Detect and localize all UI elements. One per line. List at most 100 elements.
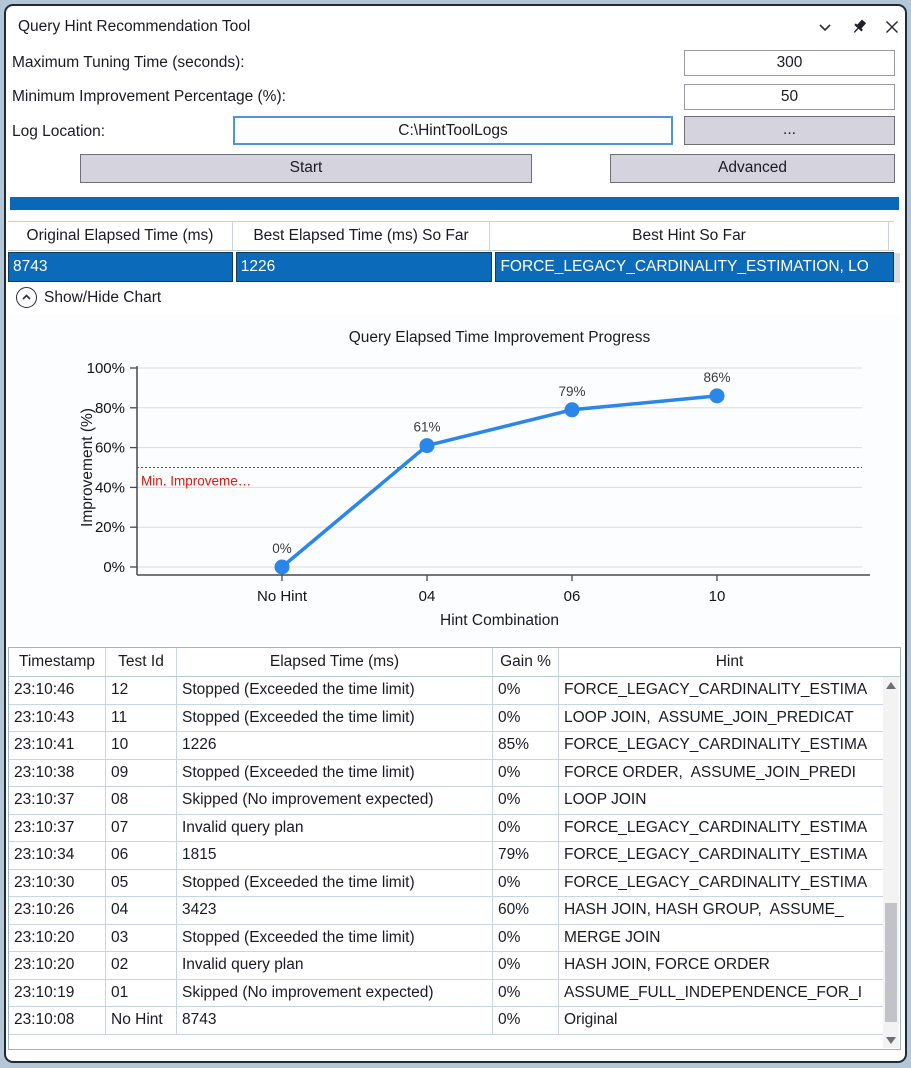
log-cell[interactable]: 23:10:46: [9, 677, 106, 704]
log-cell[interactable]: 8743: [177, 1007, 493, 1034]
log-cell[interactable]: HASH JOIN, HASH GROUP, ASSUME_: [564, 901, 844, 918]
summary-grid-selected-row[interactable]: 8743 1226 FORCE_LEGACY_CARDINALITY_ESTIMAT…: [8, 251, 894, 282]
log-cell[interactable]: 03: [106, 924, 177, 951]
log-cell[interactable]: 09: [106, 759, 177, 786]
start-button[interactable]: Start: [80, 154, 532, 183]
log-cell[interactable]: Stopped (Exceeded the time limit): [177, 924, 493, 951]
log-cell[interactable]: 02: [106, 952, 177, 979]
log-cell[interactable]: Stopped (Exceeded the time limit): [177, 869, 493, 896]
log-cell[interactable]: Skipped (No improvement expected): [177, 979, 493, 1006]
log-cell[interactable]: Invalid query plan: [177, 952, 493, 979]
log-cell[interactable]: 0%: [493, 677, 559, 704]
log-header-cell[interactable]: Timestamp: [9, 648, 106, 676]
log-table-row[interactable]: 23:10:38 09 Stopped (Exceeded the time lim…: [9, 759, 884, 787]
log-cell[interactable]: No Hint: [106, 1007, 177, 1034]
log-table-row[interactable]: 23:10:30 05 Stopped (Exceeded the time lim…: [9, 869, 884, 897]
log-cell[interactable]: 23:10:30: [9, 869, 106, 896]
log-cell[interactable]: Stopped (Exceeded the time limit): [177, 759, 493, 786]
log-cell[interactable]: 3423: [177, 897, 493, 924]
log-cell[interactable]: LOOP JOIN, ASSUME_JOIN_PREDICAT: [564, 708, 854, 726]
log-cell[interactable]: 08: [106, 787, 177, 814]
scroll-down-button[interactable]: [883, 1032, 899, 1048]
log-cell[interactable]: 05: [106, 869, 177, 896]
log-cell[interactable]: 0%: [493, 979, 559, 1006]
log-table-row[interactable]: 23:10:20 03 Stopped (Exceeded the time lim…: [9, 924, 884, 952]
close-icon[interactable]: [882, 17, 902, 37]
log-cell[interactable]: 0%: [493, 869, 559, 896]
summary-header-cell[interactable]: Best Hint So Far: [490, 222, 889, 250]
summary-cell[interactable]: 1226: [235, 252, 493, 282]
log-cell[interactable]: 23:10:37: [9, 787, 106, 814]
log-cell[interactable]: 0%: [493, 787, 559, 814]
chevron-down-icon[interactable]: [815, 17, 835, 37]
log-cell[interactable]: 1226: [177, 732, 493, 759]
show-hide-chart-expander[interactable]: Show/Hide Chart: [16, 287, 161, 308]
log-cell[interactable]: 11: [106, 704, 177, 731]
log-cell[interactable]: 23:10:43: [9, 704, 106, 731]
log-table-row[interactable]: 23:10:26 04 3423 60% HASH JOIN, HASH GROUP, …: [9, 897, 884, 925]
scrollbar-track[interactable]: [883, 693, 899, 1032]
log-cell[interactable]: FORCE_LEGACY_CARDINALITY_ESTIMA: [564, 736, 868, 753]
log-cell[interactable]: HASH JOIN, FORCE ORDER: [564, 956, 770, 973]
log-table-row[interactable]: 23:10:19 01 Skipped (No improvement expect…: [9, 979, 884, 1007]
log-table-row[interactable]: 23:10:43 11 Stopped (Exceeded the time lim…: [9, 704, 884, 732]
log-cell[interactable]: 23:10:20: [9, 952, 106, 979]
log-cell[interactable]: Stopped (Exceeded the time limit): [177, 704, 493, 731]
log-cell[interactable]: 23:10:37: [9, 814, 106, 841]
log-cell[interactable]: FORCE_LEGACY_CARDINALITY_ESTIMA: [564, 846, 868, 863]
log-header-cell[interactable]: Test Id: [106, 648, 177, 676]
log-cell[interactable]: FORCE ORDER, ASSUME_JOIN_PREDI: [564, 763, 856, 781]
log-cell[interactable]: 23:10:34: [9, 842, 106, 869]
max-tuning-time-input[interactable]: 300: [684, 50, 895, 76]
log-table-row[interactable]: 23:10:41 10 1226 85% FORCE_LEGACY_CARDINALIT…: [9, 732, 884, 760]
log-cell[interactable]: MERGE JOIN: [564, 928, 661, 946]
log-cell[interactable]: 1815: [177, 842, 493, 869]
log-table-row[interactable]: 23:10:37 07 Invalid query plan 0% FORCE_LEGA…: [9, 814, 884, 842]
log-table-row[interactable]: 23:10:08 No Hint 8743 0% Original: [9, 1007, 884, 1035]
log-location-input[interactable]: C:\HintToolLogs: [233, 116, 673, 145]
log-header-cell[interactable]: Hint: [715, 653, 744, 670]
log-cell[interactable]: FORCE_LEGACY_CARDINALITY_ESTIMA: [564, 818, 868, 836]
log-cell[interactable]: Original: [564, 1011, 618, 1028]
pin-icon[interactable]: [849, 17, 869, 37]
log-header-cell[interactable]: Elapsed Time (ms): [177, 648, 493, 676]
log-cell[interactable]: 04: [106, 897, 177, 924]
scrollbar-thumb[interactable]: [885, 903, 897, 1022]
log-cell[interactable]: 10: [106, 732, 177, 759]
advanced-button[interactable]: Advanced: [610, 154, 895, 183]
summary-header-cell[interactable]: Best Elapsed Time (ms) So Far: [233, 222, 490, 250]
log-cell[interactable]: 79%: [493, 842, 559, 869]
log-cell[interactable]: 06: [106, 842, 177, 869]
browse-button[interactable]: ...: [684, 116, 895, 145]
log-cell[interactable]: 23:10:41: [9, 732, 106, 759]
log-cell[interactable]: 07: [106, 814, 177, 841]
log-cell[interactable]: FORCE_LEGACY_CARDINALITY_ESTIMA: [564, 681, 868, 698]
log-cell[interactable]: LOOP JOIN: [564, 791, 647, 808]
log-cell[interactable]: Stopped (Exceeded the time limit): [177, 677, 493, 704]
log-cell[interactable]: 0%: [493, 704, 559, 731]
log-cell[interactable]: 01: [106, 979, 177, 1006]
log-cell[interactable]: Skipped (No improvement expected): [177, 787, 493, 814]
summary-cell[interactable]: 8743: [8, 252, 233, 282]
log-table-row[interactable]: 23:10:46 12 Stopped (Exceeded the time lim…: [9, 677, 884, 705]
log-cell[interactable]: 0%: [493, 1007, 559, 1034]
scroll-up-button[interactable]: [883, 677, 899, 693]
log-table-row[interactable]: 23:10:37 08 Skipped (No improvement expect…: [9, 787, 884, 815]
log-cell[interactable]: 0%: [493, 814, 559, 841]
summary-grid-scrollbar[interactable]: [894, 253, 900, 283]
log-cell[interactable]: 12: [106, 677, 177, 704]
log-cell[interactable]: 23:10:20: [9, 924, 106, 951]
log-cell[interactable]: 0%: [493, 924, 559, 951]
log-header-cell[interactable]: Gain %: [493, 648, 559, 676]
log-table-row[interactable]: 23:10:20 02 Invalid query plan 0% HASH JOIN,…: [9, 952, 884, 980]
log-cell[interactable]: Invalid query plan: [177, 814, 493, 841]
log-table-scrollbar[interactable]: [883, 677, 899, 1048]
log-cell[interactable]: 60%: [493, 897, 559, 924]
log-cell[interactable]: 23:10:08: [9, 1007, 106, 1034]
log-table-row[interactable]: 23:10:34 06 1815 79% FORCE_LEGACY_CARDINALIT…: [9, 842, 884, 870]
summary-cell[interactable]: FORCE_LEGACY_CARDINALITY_ESTIMATION, LO: [495, 252, 894, 282]
log-cell[interactable]: 0%: [493, 759, 559, 786]
min-improvement-input[interactable]: 50: [684, 84, 895, 110]
log-cell[interactable]: 85%: [493, 732, 559, 759]
summary-header-cell[interactable]: Original Elapsed Time (ms): [8, 222, 233, 250]
